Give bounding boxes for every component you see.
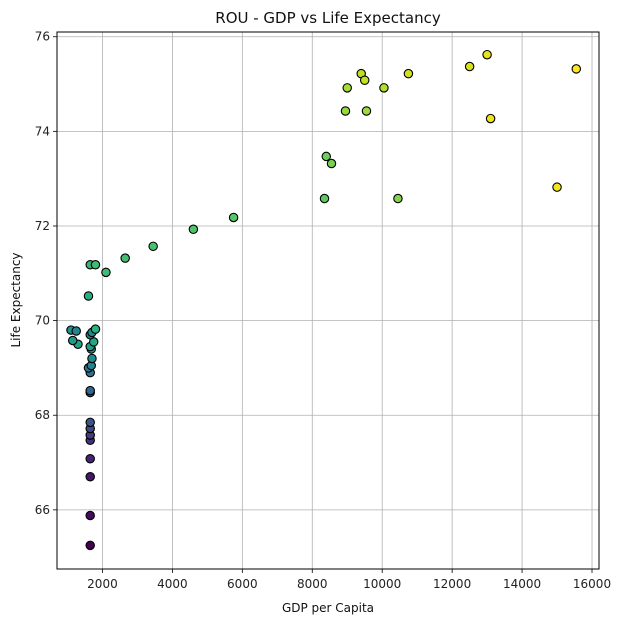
- x-tick-label: 16000: [573, 577, 611, 591]
- x-tick-label: 4000: [157, 577, 188, 591]
- data-point: [482, 49, 492, 60]
- y-tick-label: 66: [35, 503, 50, 517]
- data-point: [85, 417, 95, 428]
- data-point: [326, 158, 337, 169]
- x-tick-label: 10000: [363, 577, 401, 591]
- data-point: [83, 291, 94, 301]
- data-point: [342, 83, 352, 93]
- data-point: [571, 64, 582, 74]
- data-point: [359, 75, 370, 86]
- data-point: [393, 193, 403, 204]
- data-point: [148, 241, 158, 252]
- data-point: [319, 193, 330, 204]
- data-point: [85, 471, 95, 482]
- y-tick-label: 68: [35, 408, 50, 422]
- data-point: [403, 68, 414, 79]
- y-tick-label: 74: [35, 124, 50, 138]
- data-point: [485, 113, 496, 124]
- y-tick-label: 72: [35, 219, 50, 233]
- data-point: [90, 324, 101, 334]
- plot-frame: [56, 31, 600, 570]
- data-point: [85, 385, 95, 396]
- data-point: [228, 212, 239, 223]
- data-point: [85, 454, 95, 464]
- x-axis-ticks: 2000 4000 6000 8000 10000 12000 14000 16000: [87, 569, 611, 591]
- data-point: [87, 353, 97, 364]
- data-point: [85, 510, 95, 521]
- y-axis-label: Life Expectancy: [9, 252, 23, 347]
- data-point: [120, 253, 130, 263]
- data-point: [552, 182, 562, 192]
- data-point: [321, 151, 332, 162]
- data-point: [71, 326, 81, 336]
- data-point: [340, 106, 351, 116]
- chart-title: ROU - GDP vs Life Expectancy: [215, 9, 441, 27]
- grid-lines: [57, 32, 599, 569]
- data-point: [85, 540, 95, 551]
- data-point: [101, 267, 111, 278]
- y-tick-label: 70: [35, 314, 50, 328]
- data-point: [90, 260, 101, 270]
- x-tick-label: 12000: [433, 577, 471, 591]
- data-point: [67, 335, 78, 346]
- y-tick-label: 76: [35, 30, 50, 44]
- data-points: [66, 49, 582, 551]
- x-tick-label: 6000: [227, 577, 258, 591]
- x-tick-label: 2000: [87, 577, 118, 591]
- data-point: [379, 83, 389, 93]
- x-tick-label: 14000: [503, 577, 541, 591]
- data-point: [464, 61, 475, 72]
- data-point: [361, 106, 372, 116]
- data-point: [188, 224, 199, 235]
- x-tick-label: 8000: [297, 577, 328, 591]
- x-axis-label: GDP per Capita: [282, 601, 374, 615]
- y-axis-ticks: 66 68 70 72 74 76: [35, 30, 57, 517]
